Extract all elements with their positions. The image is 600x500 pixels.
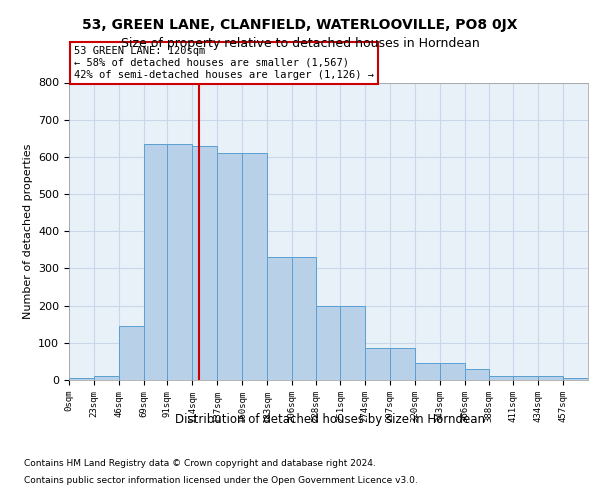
Bar: [365, 348, 390, 380]
Bar: [440, 364, 465, 380]
Bar: [465, 369, 488, 380]
Bar: [267, 258, 292, 380]
Bar: [340, 306, 365, 380]
Bar: [167, 144, 192, 380]
Bar: [217, 153, 242, 380]
Bar: [488, 376, 514, 380]
Bar: [143, 144, 167, 380]
Bar: [69, 378, 94, 380]
Text: Size of property relative to detached houses in Horndean: Size of property relative to detached ho…: [121, 38, 479, 51]
Bar: [415, 364, 440, 380]
Text: Distribution of detached houses by size in Horndean: Distribution of detached houses by size …: [175, 412, 485, 426]
Y-axis label: Number of detached properties: Number of detached properties: [23, 144, 32, 319]
Bar: [119, 326, 143, 380]
Bar: [538, 376, 563, 380]
Bar: [292, 258, 316, 380]
Text: Contains HM Land Registry data © Crown copyright and database right 2024.: Contains HM Land Registry data © Crown c…: [24, 458, 376, 468]
Bar: [242, 153, 267, 380]
Text: 53 GREEN LANE: 120sqm
← 58% of detached houses are smaller (1,567)
42% of semi-d: 53 GREEN LANE: 120sqm ← 58% of detached …: [74, 46, 374, 80]
Bar: [316, 306, 340, 380]
Bar: [514, 376, 538, 380]
Text: 53, GREEN LANE, CLANFIELD, WATERLOOVILLE, PO8 0JX: 53, GREEN LANE, CLANFIELD, WATERLOOVILLE…: [82, 18, 518, 32]
Bar: [192, 146, 217, 380]
Bar: [94, 376, 119, 380]
Bar: [390, 348, 415, 380]
Text: Contains public sector information licensed under the Open Government Licence v3: Contains public sector information licen…: [24, 476, 418, 485]
Bar: [563, 378, 588, 380]
